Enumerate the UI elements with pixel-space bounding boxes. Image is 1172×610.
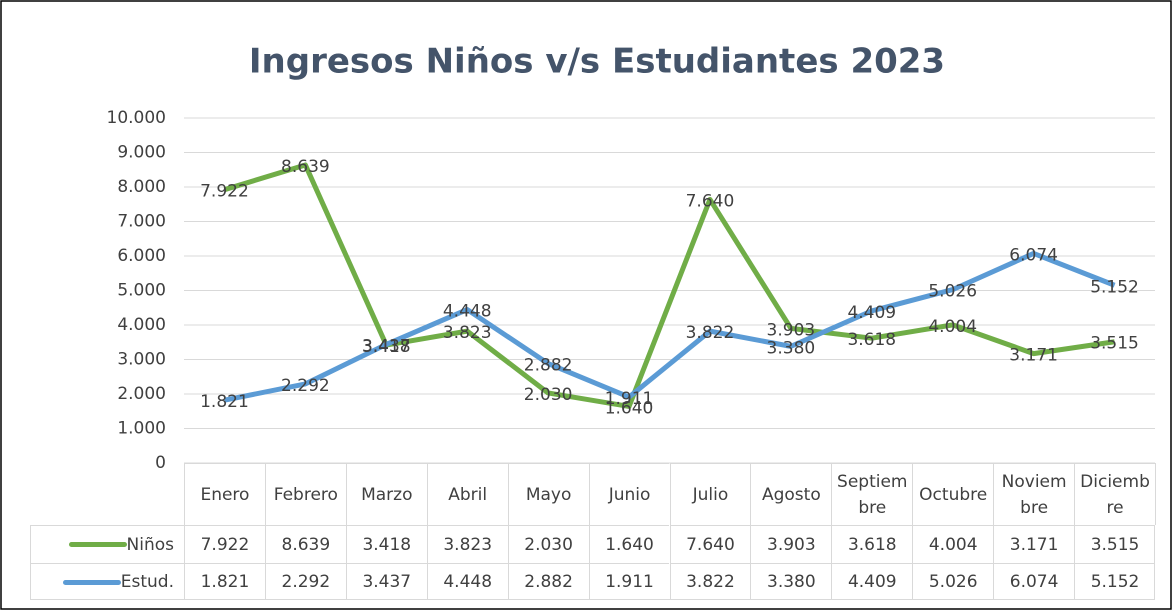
data-label: 4.409 (847, 303, 896, 323)
table-value: 2.030 (507, 525, 589, 563)
x-tick-label: Mayo (507, 463, 589, 525)
table-value: 5.026 (912, 563, 994, 600)
y-tick-label: 0 (155, 453, 166, 473)
table-value: 3.515 (1074, 525, 1155, 563)
data-label: 2.292 (281, 376, 330, 396)
table-value: 3.823 (426, 525, 508, 563)
table-value: 4.004 (912, 525, 994, 563)
data-label: 3.418 (362, 337, 411, 357)
data-label: 1.821 (200, 392, 249, 412)
x-tick-label: Enero (184, 463, 265, 525)
data-label: 3.515 (1090, 334, 1139, 354)
chart-title: Ingresos Niños v/s Estudiantes 2023 (249, 42, 945, 82)
data-label: 2.030 (524, 385, 573, 405)
y-tick-label: 2.000 (117, 384, 166, 404)
data-label: 3.822 (686, 323, 735, 343)
y-tick-label: 3.000 (117, 350, 166, 370)
table-value: 3.822 (669, 563, 751, 600)
x-tick-label: Abril (426, 463, 508, 525)
data-label: 3.380 (767, 338, 816, 358)
data-label: 4.004 (928, 317, 977, 337)
data-label: 1.911 (605, 389, 654, 409)
data-label: 3.171 (1009, 346, 1058, 366)
table-value: 3.380 (750, 563, 832, 600)
x-tick-label: Julio (669, 463, 751, 525)
data-label: 5.026 (928, 282, 977, 302)
y-tick-label: 10.000 (107, 108, 166, 128)
table-value: 3.618 (831, 525, 913, 563)
table-value: 2.292 (264, 563, 346, 600)
legend-entry: Niños (30, 525, 184, 563)
x-tick-label: Marzo (345, 463, 427, 525)
x-tick-label: Octubre (912, 463, 994, 525)
data-label: 3.823 (443, 323, 492, 343)
data-label: 4.448 (443, 302, 492, 322)
y-tick-label: 6.000 (117, 246, 166, 266)
data-label: 1.640 (605, 398, 654, 418)
table-value: 3.903 (750, 525, 832, 563)
table-value: 5.152 (1074, 563, 1155, 600)
table-value: 3.418 (345, 525, 427, 563)
data-label: 7.922 (200, 182, 249, 202)
legend-swatch (62, 579, 121, 585)
y-tick-label: 4.000 (117, 315, 166, 335)
legend-swatch (68, 542, 127, 547)
legend-label: Estud. (120, 572, 174, 592)
y-tick-label: 9.000 (117, 143, 166, 163)
table-value: 2.882 (507, 563, 589, 600)
x-tick-label: Agosto (750, 463, 832, 525)
legend-label: Niños (126, 534, 174, 555)
y-tick-label: 5.000 (117, 281, 166, 301)
data-label: 2.882 (524, 356, 573, 376)
table-value: 4.448 (426, 563, 508, 600)
y-tick-label: 8.000 (117, 177, 166, 197)
table-value: 3.171 (993, 525, 1075, 563)
x-tick-label: Septiembre (831, 463, 913, 525)
series-line (223, 162, 1115, 409)
table-value: 1.821 (184, 563, 265, 600)
y-tick-label: 7.000 (117, 212, 166, 232)
x-tick-label: Diciembre (1074, 463, 1155, 525)
x-tick-label: Noviembre (993, 463, 1075, 525)
x-tick-label: Junio (588, 463, 670, 525)
table-value: 1.911 (588, 563, 670, 600)
x-tick-label: Febrero (264, 463, 346, 525)
data-label: 8.639 (281, 157, 330, 177)
table-value: 1.640 (588, 525, 670, 563)
data-label: 3.618 (847, 330, 896, 350)
table-value: 8.639 (264, 525, 346, 563)
data-label: 6.074 (1009, 245, 1058, 265)
table-value: 3.437 (345, 563, 427, 600)
data-label: 3.903 (767, 320, 816, 340)
data-label: 7.640 (686, 191, 735, 211)
table-value: 4.409 (831, 563, 913, 600)
table-value: 7.922 (184, 525, 265, 563)
table-value: 7.640 (669, 525, 751, 563)
series-line (223, 250, 1116, 403)
table-value: 6.074 (993, 563, 1075, 600)
data-label: 5.152 (1090, 277, 1139, 297)
legend-entry: Estud. (30, 563, 184, 600)
data-label: 3.437 (362, 336, 411, 356)
y-tick-label: 1.000 (117, 419, 166, 439)
